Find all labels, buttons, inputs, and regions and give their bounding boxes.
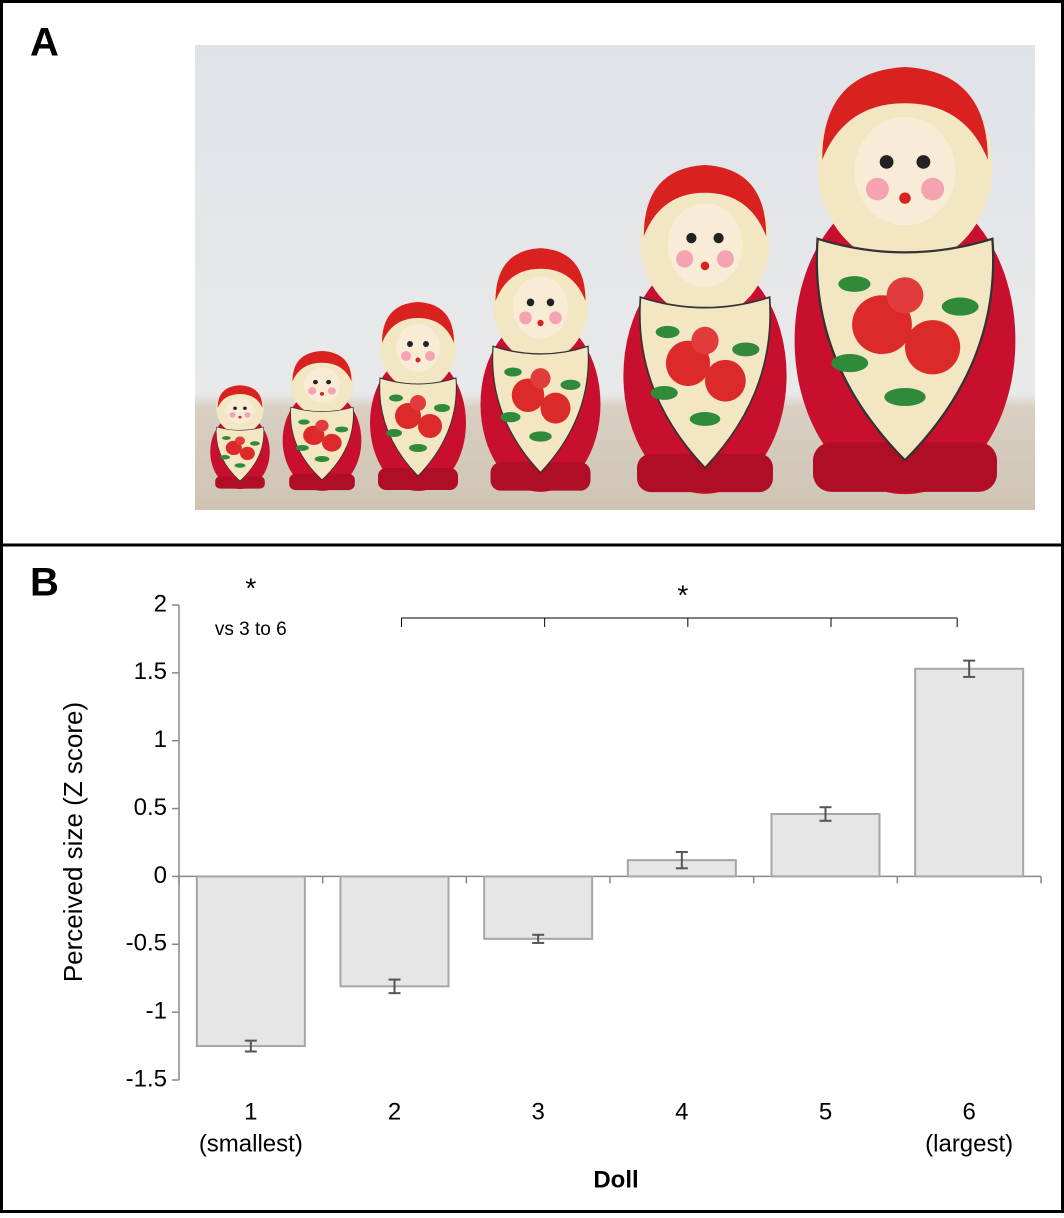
bar — [772, 814, 880, 876]
bar — [484, 876, 592, 938]
x-tick-sublabel: (smallest) — [199, 1130, 303, 1157]
y-tick-label: -1.5 — [126, 1065, 167, 1092]
x-tick-sublabel: (largest) — [925, 1130, 1013, 1157]
y-tick-label: 0.5 — [134, 794, 167, 821]
significance-star: * — [677, 579, 688, 610]
y-axis-title: Perceived size (Z score) — [58, 702, 88, 982]
x-tick-label: 5 — [819, 1098, 832, 1125]
significance-star: * — [245, 572, 256, 603]
bar — [915, 669, 1023, 877]
x-tick-label: 3 — [531, 1098, 544, 1125]
x-tick-label: 1 — [244, 1098, 257, 1125]
bar — [341, 876, 449, 986]
x-tick-label: 6 — [962, 1098, 975, 1125]
y-tick-label: 1 — [154, 726, 167, 753]
x-tick-label: 2 — [388, 1098, 401, 1125]
plot: -1.5 -1 -0.5 0 0.5 1 1.5 2 1 (smallest) 2 3 4 5 6 (larg… — [58, 572, 1041, 1193]
significance-note: vs 3 to 6 — [215, 619, 287, 640]
y-tick-label: -0.5 — [126, 930, 167, 957]
y-tick-label: 0 — [154, 862, 167, 889]
bar — [197, 876, 305, 1046]
x-tick-label: 4 — [675, 1098, 688, 1125]
panel-label: B — [30, 561, 59, 605]
y-tick-label: 2 — [154, 590, 167, 617]
y-tick-label: -1 — [146, 997, 167, 1024]
panel-label: A — [30, 21, 59, 65]
figure: A B -1.5 -1 -0.5 0 0.5 1 1.5 2 1 (smallest) 2 3 4 5 6 (… — [0, 0, 1064, 1213]
y-tick-label: 1.5 — [134, 658, 167, 685]
photo — [195, 45, 1035, 510]
x-axis-title: Doll — [593, 1166, 638, 1193]
